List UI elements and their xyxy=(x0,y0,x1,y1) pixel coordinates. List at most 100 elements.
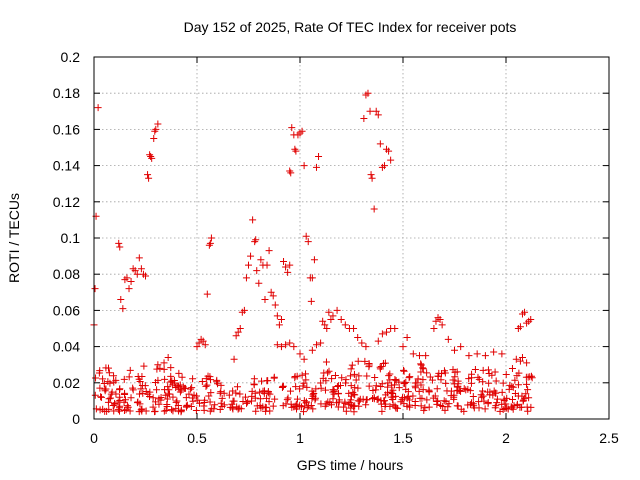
y-axis-label: ROTI / TECUs xyxy=(6,193,22,283)
data-point xyxy=(125,285,133,293)
data-point xyxy=(325,308,333,316)
data-point xyxy=(192,406,200,414)
data-point xyxy=(369,395,377,403)
data-point xyxy=(406,373,414,381)
data-point xyxy=(234,328,242,336)
data-point xyxy=(161,375,169,383)
data-point xyxy=(145,174,153,182)
data-point xyxy=(207,234,215,242)
data-point xyxy=(362,401,370,409)
data-point xyxy=(167,364,175,372)
data-point xyxy=(256,388,264,396)
data-point xyxy=(485,369,493,377)
y-tick-label: 0.2 xyxy=(61,49,81,65)
data-point xyxy=(182,402,190,410)
data-point xyxy=(116,385,124,393)
data-point xyxy=(507,403,515,411)
data-point xyxy=(286,387,294,395)
data-point xyxy=(342,407,350,415)
data-point xyxy=(134,373,142,381)
data-point xyxy=(258,377,266,385)
data-point xyxy=(203,290,211,298)
data-point xyxy=(419,365,427,373)
data-point xyxy=(101,407,109,415)
data-point xyxy=(153,386,161,394)
data-point xyxy=(251,238,259,246)
data-point xyxy=(95,369,103,377)
data-point xyxy=(503,404,511,412)
data-point xyxy=(129,386,137,394)
data-point xyxy=(300,355,308,363)
data-point xyxy=(516,323,524,331)
data-point xyxy=(164,383,172,391)
data-point xyxy=(105,405,113,413)
data-point xyxy=(229,387,237,395)
data-point xyxy=(325,367,333,375)
data-point xyxy=(331,372,339,380)
data-point xyxy=(423,396,431,404)
data-point xyxy=(345,401,353,409)
data-point xyxy=(348,361,356,369)
data-point xyxy=(233,383,241,391)
data-point xyxy=(372,107,380,115)
data-point xyxy=(433,397,441,405)
data-point xyxy=(137,385,145,393)
axis-ticks: 0 0.5 1 1.5 2 2.5 0 0.02 0.04 0.06 0.08 0.1 0.12 0.14… xyxy=(53,49,619,446)
data-point xyxy=(480,397,488,405)
data-point xyxy=(189,375,197,383)
x-tick-label: 0.5 xyxy=(187,430,207,446)
data-point xyxy=(232,332,240,340)
data-point xyxy=(142,272,149,280)
data-point xyxy=(527,315,535,323)
data-point xyxy=(500,396,508,404)
data-point xyxy=(491,368,499,376)
data-point xyxy=(194,396,202,404)
data-point xyxy=(509,383,517,391)
data-point xyxy=(240,306,248,314)
data-point xyxy=(453,368,461,376)
data-point xyxy=(114,398,122,406)
data-point xyxy=(155,400,163,408)
data-point xyxy=(201,396,209,404)
data-point xyxy=(365,382,373,390)
data-point xyxy=(431,392,439,400)
data-point xyxy=(154,361,162,369)
data-point xyxy=(236,325,244,332)
data-point xyxy=(514,381,522,389)
data-point xyxy=(518,353,526,361)
data-point xyxy=(350,408,358,416)
data-point xyxy=(105,369,113,377)
data-point xyxy=(176,388,184,396)
y-tick-label: 0.12 xyxy=(53,194,80,210)
data-point xyxy=(505,385,513,393)
data-point xyxy=(98,393,106,401)
data-point xyxy=(440,367,448,375)
data-point xyxy=(312,163,320,171)
data-point xyxy=(216,405,224,413)
data-point xyxy=(157,394,165,402)
data-point xyxy=(417,360,425,368)
data-point xyxy=(387,156,395,164)
data-point xyxy=(208,405,216,413)
data-point xyxy=(187,402,195,410)
data-point xyxy=(120,375,128,383)
data-point xyxy=(211,401,219,409)
data-point xyxy=(312,341,320,349)
y-tick-label: 0.16 xyxy=(53,121,80,137)
data-point xyxy=(417,402,425,410)
data-point xyxy=(361,357,369,365)
data-point xyxy=(243,399,251,407)
data-point xyxy=(369,386,377,394)
data-point xyxy=(284,394,292,402)
data-point xyxy=(508,396,516,404)
data-point xyxy=(104,398,112,406)
data-point xyxy=(421,404,429,412)
data-point xyxy=(466,401,474,409)
data-point xyxy=(442,379,450,387)
data-point xyxy=(363,372,371,380)
data-point xyxy=(468,370,476,378)
data-point xyxy=(322,377,330,385)
data-point xyxy=(479,387,487,395)
data-point xyxy=(490,348,498,356)
data-point xyxy=(247,252,255,260)
